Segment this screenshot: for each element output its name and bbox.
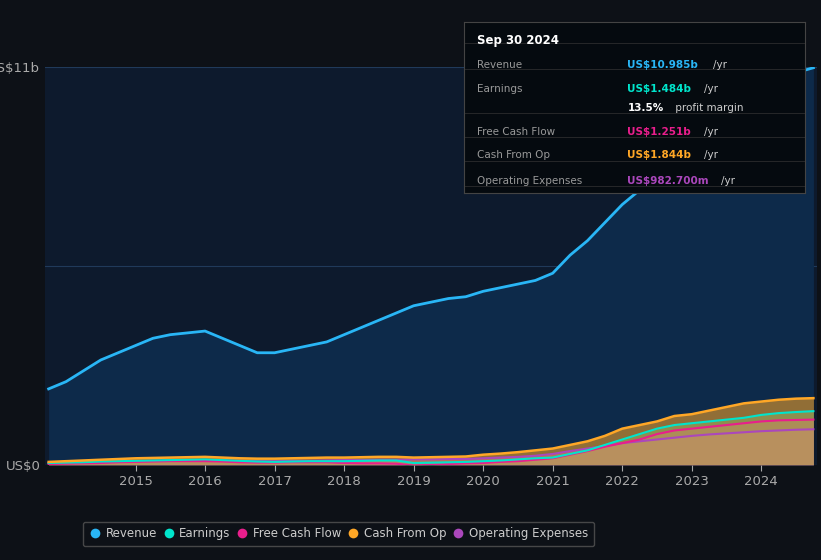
Text: /yr: /yr <box>704 127 718 137</box>
Text: US$1.484b: US$1.484b <box>627 84 691 94</box>
Text: US$10.985b: US$10.985b <box>627 60 699 70</box>
Text: Operating Expenses: Operating Expenses <box>478 176 583 186</box>
Text: Sep 30 2024: Sep 30 2024 <box>478 34 559 48</box>
Text: Cash From Op: Cash From Op <box>478 151 551 161</box>
Text: Free Cash Flow: Free Cash Flow <box>478 127 556 137</box>
Text: /yr: /yr <box>713 60 727 70</box>
Text: /yr: /yr <box>704 84 718 94</box>
Text: /yr: /yr <box>704 151 718 161</box>
Text: profit margin: profit margin <box>672 102 743 113</box>
Text: /yr: /yr <box>721 176 735 186</box>
Legend: Revenue, Earnings, Free Cash Flow, Cash From Op, Operating Expenses: Revenue, Earnings, Free Cash Flow, Cash … <box>83 521 594 547</box>
Text: US$1.251b: US$1.251b <box>627 127 691 137</box>
Text: Earnings: Earnings <box>478 84 523 94</box>
Text: US$1.844b: US$1.844b <box>627 151 691 161</box>
Text: Revenue: Revenue <box>478 60 523 70</box>
Text: 13.5%: 13.5% <box>627 102 663 113</box>
Text: US$982.700m: US$982.700m <box>627 176 709 186</box>
